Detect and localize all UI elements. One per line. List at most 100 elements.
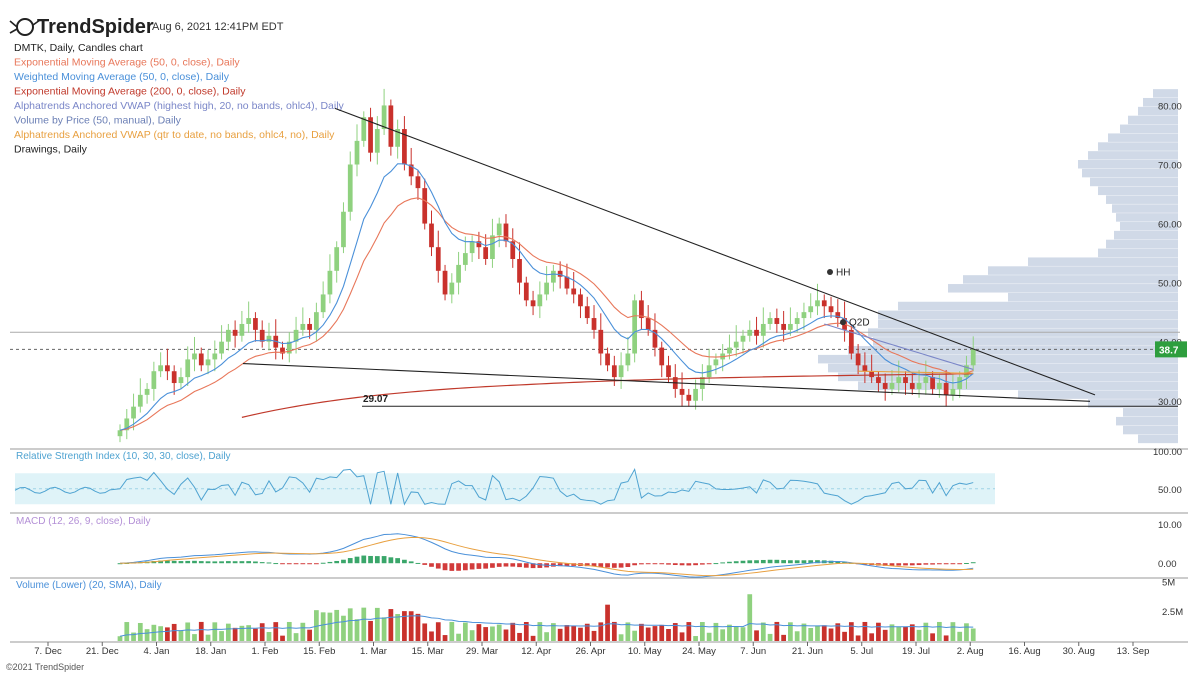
legend-entry: Weighted Moving Average (50, 0, close), … [14, 71, 230, 83]
candle-body [882, 383, 888, 389]
volume-bar [198, 621, 204, 641]
macd-histogram-bar [672, 563, 678, 566]
volume-bar [361, 607, 367, 641]
candle-body [537, 294, 543, 307]
candle-body [462, 253, 468, 265]
candle-body [909, 383, 915, 389]
macd-histogram-bar [794, 560, 800, 564]
macd-histogram-bar [402, 559, 407, 564]
macd-histogram-bar [611, 563, 617, 568]
macd-histogram-bar [713, 563, 719, 565]
volume-bar [551, 623, 556, 641]
candle-body [551, 270, 556, 283]
candle-body [699, 377, 705, 389]
macd-histogram-bar [253, 561, 258, 564]
candle-body [341, 211, 346, 248]
macd-histogram-bar [760, 559, 766, 564]
volume-bar [408, 611, 414, 641]
x-axis: 7. Dec 21. Dec 4. Jan 18. Jan 1. Feb 15. Feb 1… [34, 642, 1149, 657]
macd-histogram-bar [666, 563, 671, 565]
volume-bar [178, 630, 184, 641]
candle-body [659, 347, 665, 366]
macd-histogram-bar [747, 560, 753, 564]
candle-body [950, 388, 956, 395]
candle-body [476, 241, 482, 248]
vbp-bar [988, 266, 1178, 275]
volume-bar [699, 622, 705, 641]
volume-bar [490, 626, 495, 641]
candle-body [314, 312, 319, 330]
candle-body [632, 300, 638, 354]
candle-body [334, 247, 340, 271]
macd-histogram-bar [232, 561, 238, 564]
macd-histogram-bar [205, 561, 211, 564]
vbp-bar [1108, 133, 1178, 142]
candle-body [855, 353, 861, 366]
volume-bar [456, 633, 461, 641]
volume-bar [964, 623, 969, 641]
volume-bar [165, 627, 170, 641]
candle-body [618, 365, 624, 378]
volume-bar [537, 622, 543, 641]
macd-histogram-bar [192, 560, 197, 564]
candle-body [151, 371, 157, 389]
candle-body [300, 323, 306, 330]
macd-histogram-bar [327, 561, 333, 564]
candle-body [964, 365, 969, 378]
vbp-bar [1008, 292, 1178, 302]
volume-bar [605, 604, 610, 641]
volume-bar [185, 622, 191, 641]
macd-histogram-bar [564, 563, 570, 566]
vbp-bar [1123, 425, 1178, 435]
macd-histogram-bar [185, 560, 191, 564]
vbp-bar [1090, 177, 1178, 187]
vbp-bar [1120, 222, 1178, 231]
macd-histogram-bar [659, 563, 665, 565]
macd-histogram-bar [280, 563, 285, 565]
volume-bar [192, 634, 197, 641]
volume-bar [158, 626, 163, 641]
volume-bar [239, 625, 245, 641]
volume-bar [652, 626, 658, 641]
macd-histogram-bar [652, 563, 658, 565]
volume-bar [943, 635, 949, 641]
volume-bar [869, 633, 875, 641]
vbp-bar [848, 346, 1178, 355]
candle-body [835, 312, 841, 319]
volume-bar [937, 621, 942, 641]
macd-line [119, 533, 974, 578]
volume-bar [476, 624, 482, 641]
volume-bar [300, 622, 306, 641]
candle-body [415, 176, 421, 189]
volume-bar [909, 624, 915, 641]
volume-bar [842, 631, 847, 641]
volume-bar [544, 632, 549, 641]
price-tick-label: 80.00 [1158, 101, 1182, 112]
indicator-legend: DMTK, Daily, Candles chart Exponential Mo… [14, 42, 345, 156]
candle-body [124, 418, 130, 431]
wma-50-line [119, 163, 974, 431]
volume-bar [266, 632, 272, 641]
volume-bar [469, 630, 475, 641]
volume-bar [788, 622, 793, 641]
volume-bar [246, 625, 252, 641]
upper-trendline [334, 107, 1096, 396]
macd-histogram-bar [408, 561, 414, 564]
candle-body [422, 188, 428, 224]
volume-by-price [818, 89, 1178, 444]
candle-body [320, 294, 326, 313]
macd-histogram-bar [442, 563, 448, 571]
volume-bar [117, 636, 123, 641]
macd-histogram-bar [374, 556, 380, 564]
volume-bar [253, 628, 258, 641]
volume-bar [706, 632, 712, 641]
vbp-bar [1088, 399, 1178, 408]
volume-bar [571, 625, 577, 641]
volume-bar [632, 630, 638, 641]
volume-bar [584, 623, 590, 641]
macd-histogram-bar [456, 563, 461, 571]
x-tick-label: 15. Mar [412, 646, 444, 657]
x-tick-label: 1. Mar [360, 646, 387, 657]
macd-histogram-bar [341, 559, 346, 564]
volume-bar [903, 626, 908, 641]
